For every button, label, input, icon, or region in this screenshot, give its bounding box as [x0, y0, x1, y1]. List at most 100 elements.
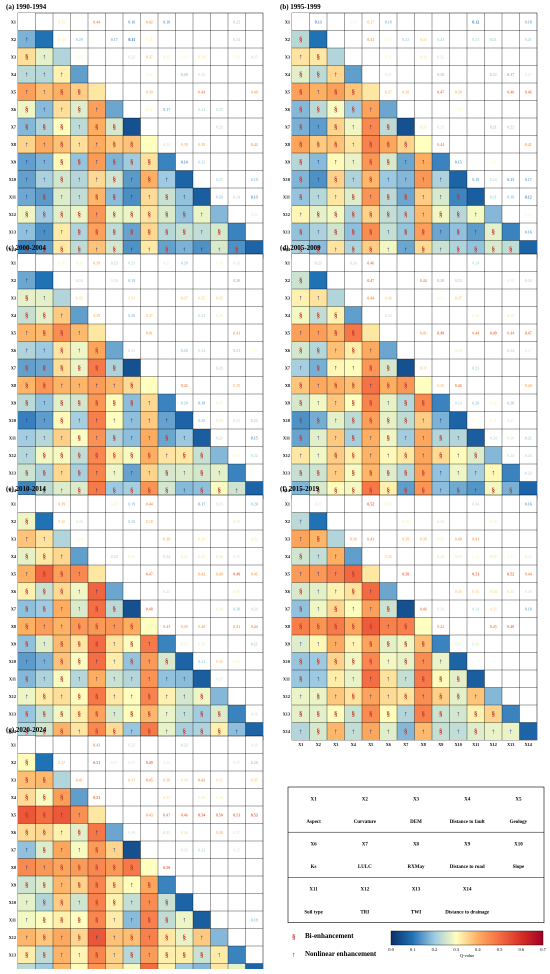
cell-value: 0.24: [198, 348, 205, 353]
diag-cell: [71, 307, 89, 325]
cell-value: 0.15: [507, 177, 514, 182]
colorbar-tick: 0.5: [497, 947, 503, 952]
cell-value: 0.35: [472, 589, 479, 594]
diag-cell: [228, 223, 246, 241]
cell-value: 0.38: [146, 519, 153, 524]
diag-cell: [88, 565, 106, 583]
colorbar-ramp: [391, 931, 543, 945]
bi-enhancement-mark: §: [492, 246, 496, 254]
cell-value: 0.22: [251, 418, 258, 423]
cell-value: 0.27: [216, 400, 223, 405]
bi-enhancement-mark: §: [43, 605, 47, 613]
x-tick-label: X1: [298, 742, 303, 747]
bi-enhancement-mark: §: [78, 228, 82, 236]
nonlinear-enhancement-mark: ↑: [235, 728, 239, 736]
table-frame: [288, 787, 544, 923]
cell-value: 0.30: [472, 554, 479, 559]
cell-value: 0.25: [163, 589, 170, 594]
cell-value: 0.26: [437, 519, 444, 524]
y-tick-label: X10: [283, 659, 290, 664]
nonlinear-enhancement-mark: ↑: [25, 88, 29, 96]
bi-enhancement-mark: §: [130, 710, 134, 718]
cell-value: 0.31: [233, 453, 240, 458]
nonlinear-enhancement-mark: ↑: [43, 434, 47, 442]
cell-value: 0.24: [490, 177, 497, 182]
bi-enhancement-mark: §: [43, 794, 47, 802]
y-tick-label: X9: [11, 882, 16, 887]
nonlinear-enhancement-mark: ↑: [78, 382, 82, 390]
cell-value: 0.20: [181, 400, 188, 405]
y-tick-label: X9: [285, 400, 290, 405]
nonlinear-enhancement-mark: ↑: [60, 312, 64, 320]
nonlinear-enhancement-mark: ↑: [299, 535, 303, 543]
panel-title: (a) 1990-1994: [6, 3, 47, 11]
bi-enhancement-mark: §: [113, 452, 117, 460]
bi-enhancement-mark: §: [78, 469, 82, 477]
y-tick-label: X9: [285, 159, 290, 164]
cell-value: 0.27: [233, 847, 240, 852]
cell-value: 0.28: [216, 260, 223, 265]
cell-value: 0.33: [163, 795, 170, 800]
bi-enhancement-mark: §: [130, 658, 134, 666]
nonlinear-enhancement-mark: ↑: [130, 675, 134, 683]
y-tick-label: X4: [11, 72, 17, 77]
bi-enhancement-mark: §: [352, 193, 356, 201]
bi-enhancement-mark: §: [317, 141, 321, 149]
nonlinear-enhancement-mark: ↑: [317, 605, 321, 613]
bi-enhancement-mark: §: [78, 106, 82, 114]
bi-enhancement-mark: §: [60, 347, 64, 355]
cell-value: 0.32: [146, 72, 153, 77]
cell-value: 0.28: [233, 589, 240, 594]
nonlinear-enhancement-mark: ↑: [369, 452, 373, 460]
y-tick-label: X13: [9, 952, 16, 957]
bi-enhancement-mark: §: [43, 382, 47, 390]
nonlinear-enhancement-mark: ↑: [492, 728, 496, 736]
cell-value: 0.21: [472, 365, 479, 370]
bi-enhancement-mark: §: [25, 399, 29, 407]
nonlinear-enhancement-mark: ↑: [457, 434, 461, 442]
table-cell: X12: [360, 888, 369, 893]
bi-enhancement-mark: §: [95, 228, 99, 236]
y-tick-label: X13: [283, 711, 290, 716]
nonlinear-enhancement-mark: ↑: [78, 176, 82, 184]
bi-enhancement-mark: §: [334, 658, 338, 666]
bi-enhancement-mark: §: [183, 934, 187, 942]
bi-enhancement-mark: §: [404, 417, 408, 425]
cell-value: 0.32: [58, 37, 65, 42]
nonlinear-enhancement-mark: ↑: [183, 193, 187, 201]
bi-enhancement-mark: §: [404, 693, 408, 701]
nonlinear-enhancement-mark: ↑: [334, 469, 338, 477]
nonlinear-enhancement-mark: ↑: [439, 487, 443, 495]
cell-value: 0.19: [128, 501, 135, 506]
cell-value: 0.17: [507, 72, 514, 77]
diag-cell: [88, 83, 106, 101]
bi-enhancement-mark: §: [148, 487, 152, 495]
nonlinear-enhancement-mark: ↑: [422, 176, 426, 184]
nonlinear-enhancement-mark: ↑: [404, 158, 408, 166]
nonlinear-enhancement-mark: ↑: [60, 623, 64, 631]
bi-enhancement-mark: §: [439, 675, 443, 683]
bi-enhancement-mark: §: [317, 71, 321, 79]
nonlinear-enhancement-mark: ↑: [299, 518, 303, 526]
cell-value: 0.26: [507, 435, 514, 440]
bi-enhancement-icon: §: [292, 933, 296, 941]
table-cell: Ks: [311, 865, 317, 870]
bi-enhancement-mark: §: [43, 899, 47, 907]
bi-enhancement-mark: §: [317, 347, 321, 355]
nonlinear-enhancement-mark: ↑: [95, 158, 99, 166]
diag-cell: [106, 342, 124, 360]
nonlinear-enhancement-mark: ↑: [60, 553, 64, 561]
bi-enhancement-mark: §: [165, 899, 169, 907]
bi-enhancement-mark: §: [60, 899, 64, 907]
bi-enhancement-mark: §: [148, 693, 152, 701]
bi-enhancement-mark: §: [165, 487, 169, 495]
bi-enhancement-mark: §: [387, 123, 391, 131]
cell-value: 0.27: [181, 641, 188, 646]
x-tick-label: X14: [525, 742, 533, 747]
diag-cell: [176, 412, 194, 430]
nonlinear-enhancement-mark: ↑: [457, 710, 461, 718]
bi-enhancement-mark: §: [78, 399, 82, 407]
nonlinear-enhancement-mark: ↑: [25, 176, 29, 184]
